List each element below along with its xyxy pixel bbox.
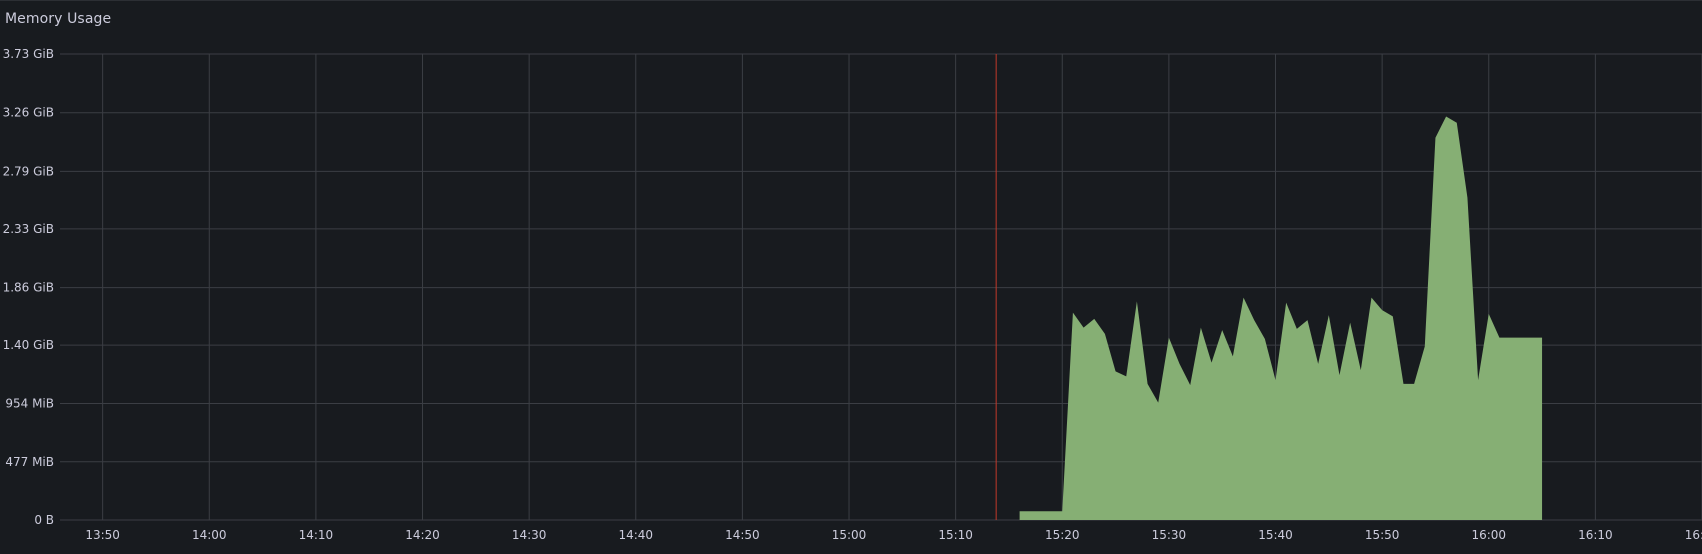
series-layer bbox=[1019, 116, 1543, 520]
y-tick-label: 3.73 GiB bbox=[3, 47, 54, 61]
x-tick-label: 14:50 bbox=[725, 528, 760, 542]
y-tick-label: 477 MiB bbox=[5, 455, 54, 469]
x-tick-label: 13:50 bbox=[85, 528, 120, 542]
x-tick-label: 16:00 bbox=[1471, 528, 1506, 542]
y-tick-label: 0 B bbox=[34, 513, 54, 527]
x-tick-label: 15:30 bbox=[1152, 528, 1187, 542]
y-tick-label: 2.79 GiB bbox=[3, 164, 54, 178]
y-tick-label: 1.40 GiB bbox=[3, 338, 54, 352]
x-tick-label: 14:00 bbox=[192, 528, 227, 542]
x-tick-label: 16:20 bbox=[1685, 528, 1702, 542]
x-tick-label: 15:20 bbox=[1045, 528, 1080, 542]
y-tick-label: 3.26 GiB bbox=[3, 106, 54, 120]
x-axis: 13:50 14:00 14:10 14:20 14:30 14:40 14:50 15:00… bbox=[85, 528, 1702, 542]
x-tick-label: 15:10 bbox=[938, 528, 973, 542]
x-tick-label: 14:30 bbox=[512, 528, 547, 542]
memory-series-area[interactable] bbox=[1019, 116, 1543, 520]
y-tick-label: 954 MiB bbox=[5, 397, 54, 411]
panel-title: Memory Usage bbox=[5, 11, 112, 27]
y-tick-label: 1.86 GiB bbox=[3, 281, 54, 295]
y-tick-label: 2.33 GiB bbox=[3, 222, 54, 236]
panel-header[interactable]: Memory Usage bbox=[0, 1, 1702, 41]
x-tick-label: 16:10 bbox=[1578, 528, 1613, 542]
x-tick-label: 14:40 bbox=[618, 528, 653, 542]
x-tick-label: 15:00 bbox=[832, 528, 867, 542]
y-axis: 0 B 477 MiB 954 MiB 1.40 GiB 1.86 GiB 2.33 Gi… bbox=[3, 47, 54, 527]
x-tick-label: 14:10 bbox=[299, 528, 334, 542]
x-tick-label: 14:20 bbox=[405, 528, 440, 542]
x-tick-label: 15:50 bbox=[1365, 528, 1400, 542]
x-tick-label: 15:40 bbox=[1258, 528, 1293, 542]
